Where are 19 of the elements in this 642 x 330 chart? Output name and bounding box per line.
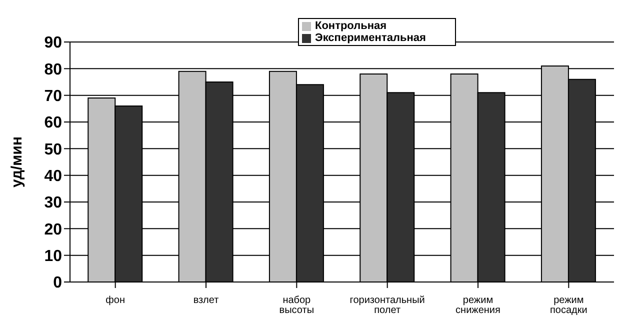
x-tick-label: фон: [106, 295, 125, 306]
y-tick-label: 80: [44, 61, 62, 78]
y-tick-label: 90: [44, 34, 62, 52]
y-tick-label: 40: [44, 168, 62, 186]
legend-label: Экспериментальная: [315, 32, 426, 44]
y-tick-label: 30: [44, 194, 62, 212]
x-tick-label: набор высоты: [279, 295, 314, 316]
x-tick-label: горизонтальный полет: [350, 295, 425, 316]
y-tick-label: 60: [44, 114, 62, 132]
y-tick-label: 50: [44, 141, 62, 158]
y-axis-title: уд/мин: [8, 136, 26, 188]
x-tick-label: взлет: [193, 295, 220, 306]
y-tick-label: 0: [53, 274, 62, 292]
y-tick-label: 10: [44, 248, 62, 266]
legend-label: Контрольная: [315, 20, 387, 32]
x-tick-label: режим снижения: [456, 295, 500, 316]
x-tick-label: режим посадки: [550, 295, 588, 316]
y-tick-label: 70: [44, 88, 62, 106]
y-tick-label: 20: [44, 221, 62, 238]
